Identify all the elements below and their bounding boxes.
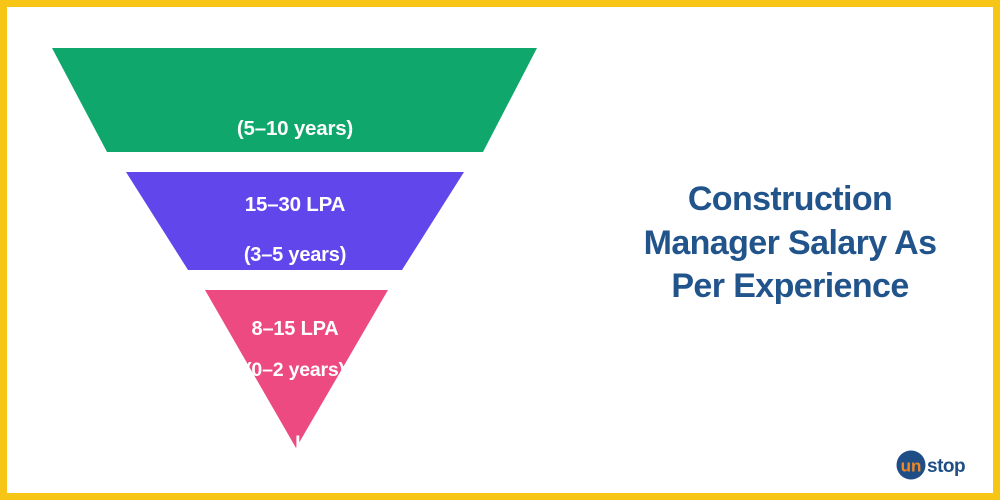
funnel-label-senior-experience: (5–10 years)	[236, 116, 354, 140]
funnel-segment-mid	[126, 172, 464, 270]
logo-mark-text: un	[901, 457, 922, 476]
funnel-label-mid-experience: (3–5 years)	[243, 243, 347, 266]
logo-circle	[896, 450, 926, 480]
page-title-line-1: Construction	[687, 180, 893, 218]
funnel-label-entry-experience: (0–2 years)	[245, 359, 345, 382]
funnel-segment-entry	[205, 290, 388, 448]
funnel-label-mid-salary: 8–15 LPA	[251, 317, 339, 340]
funnel-shapes	[52, 48, 537, 448]
unstop-logo[interactable]: un stop	[896, 450, 982, 480]
page-title-line-2: Manager Salary As	[643, 223, 937, 262]
funnel-label-senior-salary: 15–30 LPA	[244, 193, 346, 217]
funnel-label-entry: (0–2 years) 4–8 LPA	[170, 310, 420, 500]
funnel-segment-senior	[52, 48, 537, 152]
unstop-logo-mark: un stop	[896, 450, 966, 480]
page-title: Construction Manager Salary As Per Exper…	[600, 178, 980, 309]
funnel-label-entry-salary: 4–8 LPA	[257, 431, 333, 454]
funnel-chart: (5–10 years) 15–30 LPA (3–5 years) 8–15 …	[52, 48, 537, 500]
logo-word-text: stop	[927, 456, 965, 477]
funnel-label-senior: (5–10 years) 15–30 LPA	[135, 65, 455, 268]
funnel-label-mid: (3–5 years) 8–15 LPA	[135, 193, 455, 391]
page-title-line-3: Per Experience	[671, 267, 909, 306]
